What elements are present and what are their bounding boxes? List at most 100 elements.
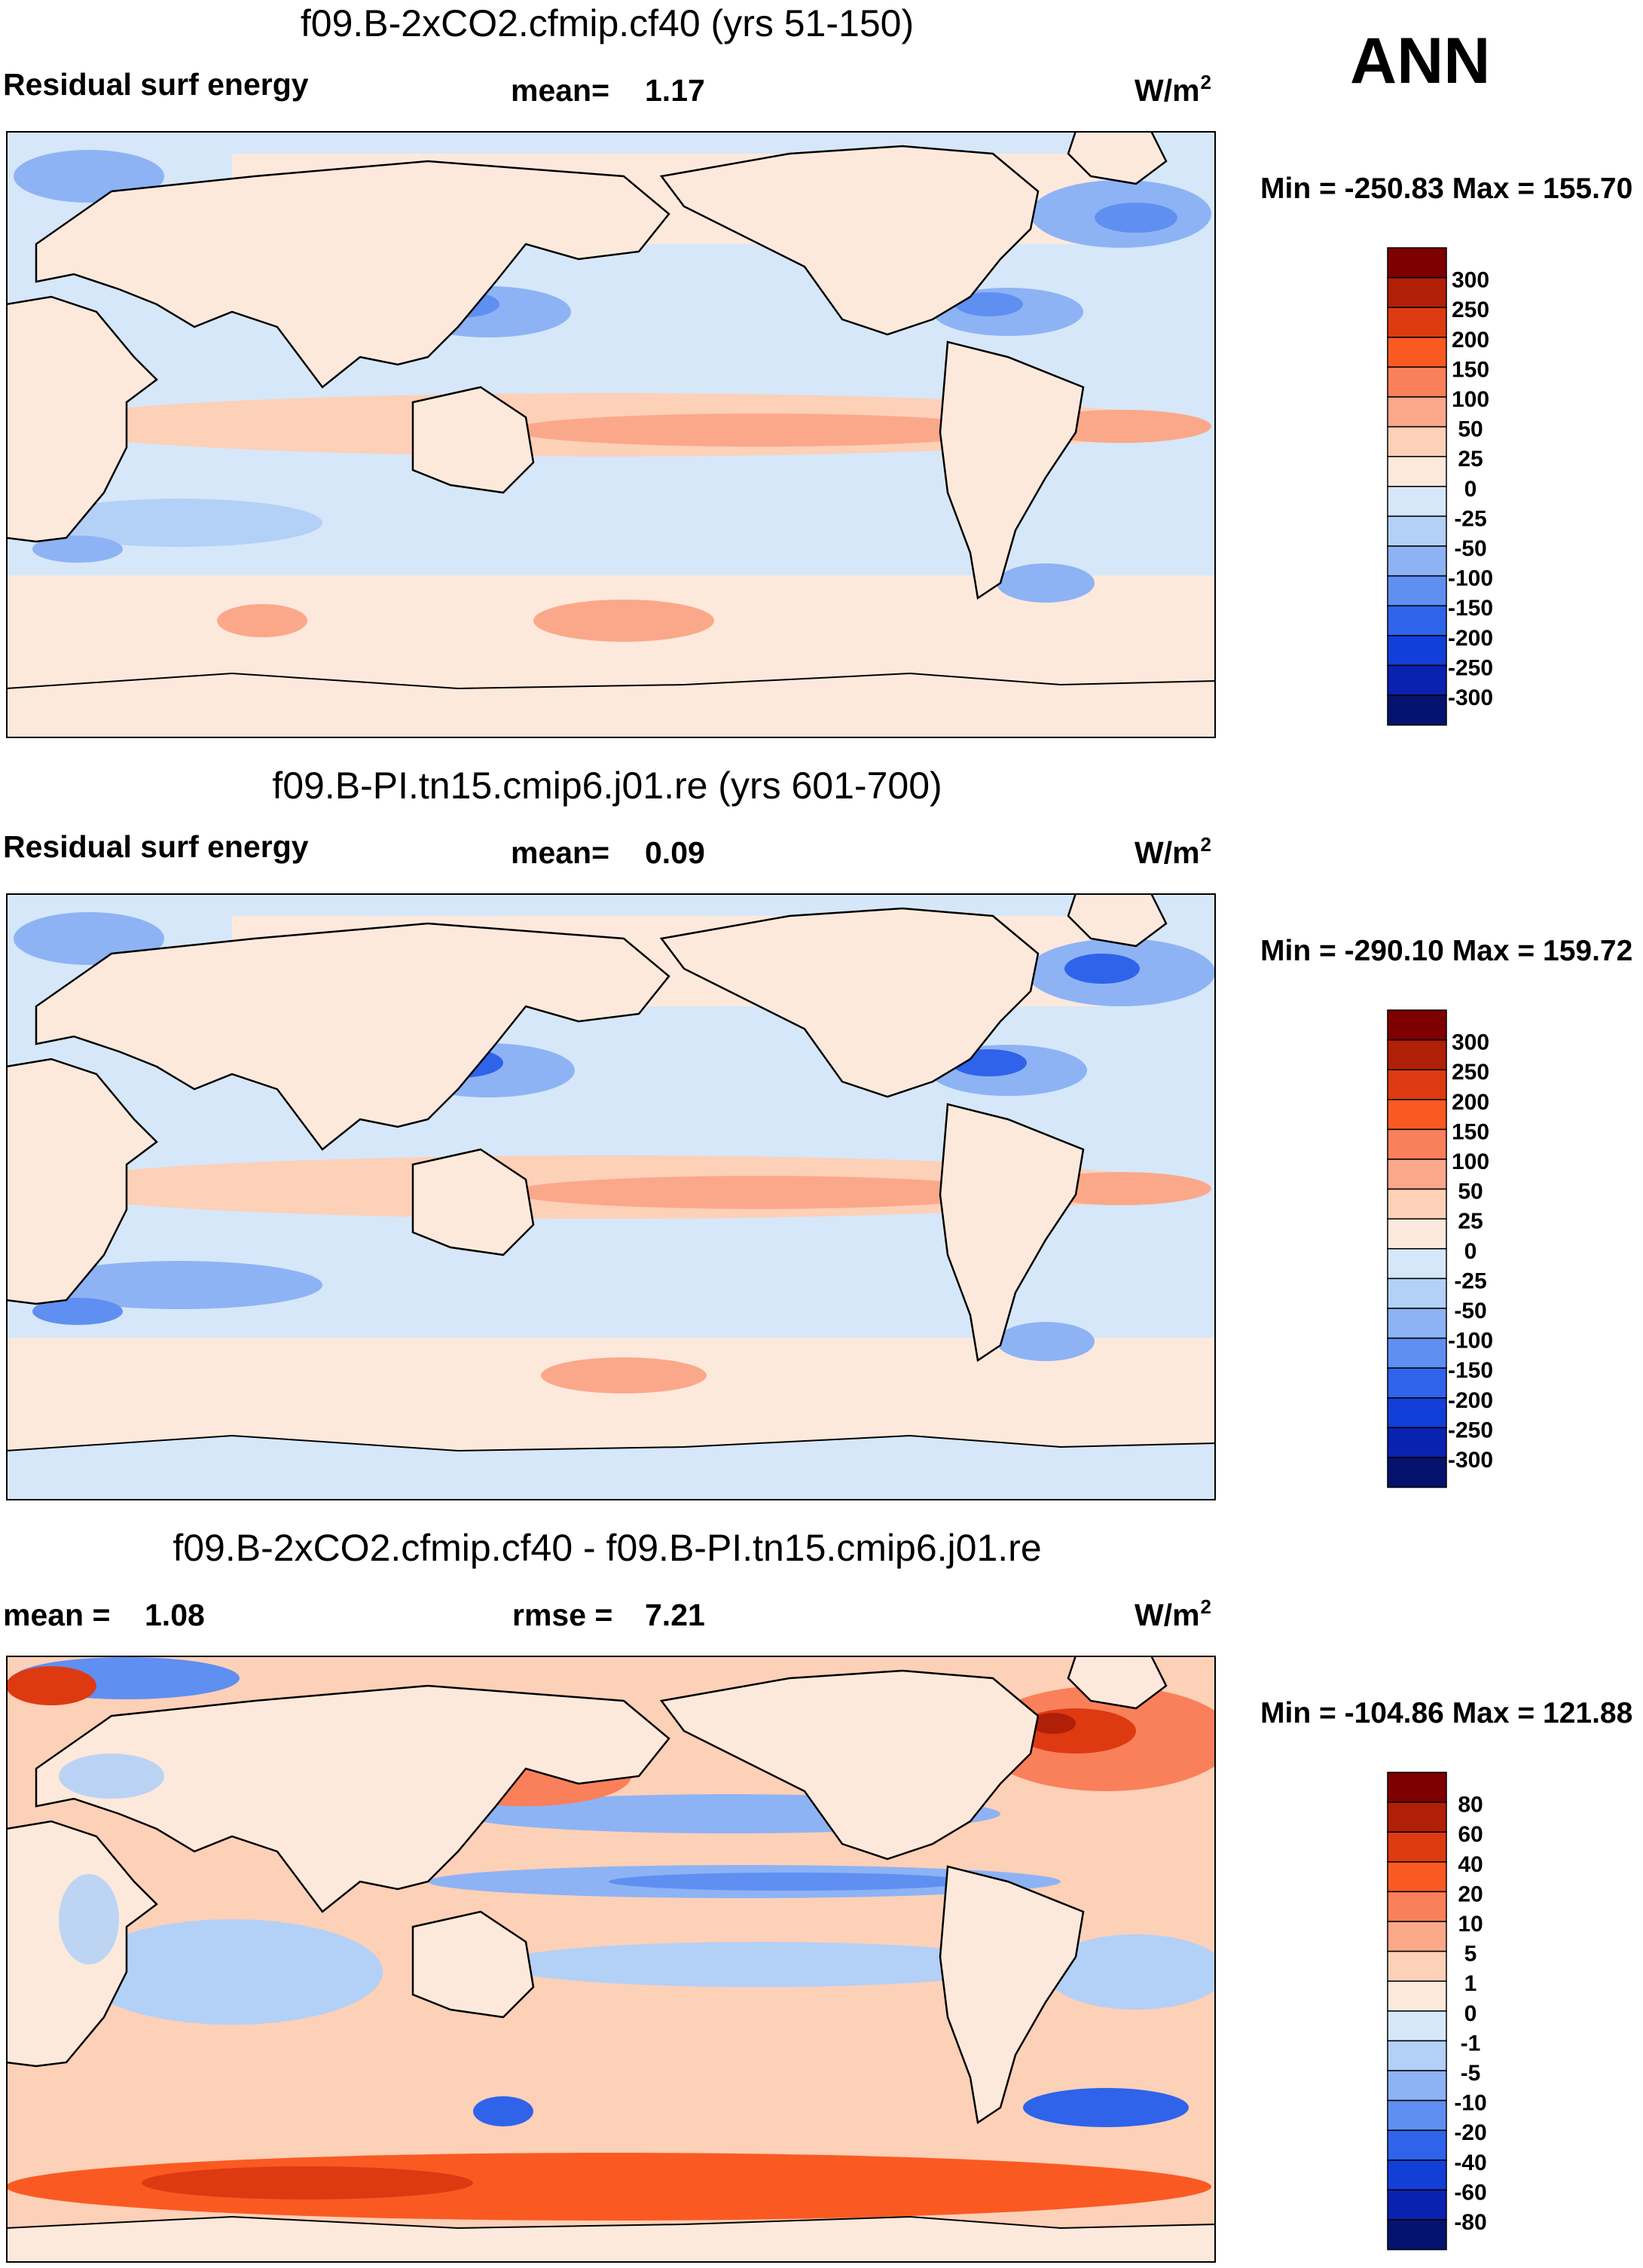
colorbar-tick-label: -5 — [1461, 2061, 1481, 2086]
colorbar-swatch — [1387, 337, 1447, 368]
panel3-europe-warm — [6, 1666, 96, 1705]
colorbar-swatch — [1387, 1921, 1447, 1952]
colorbar-tick-label: 50 — [1458, 1180, 1483, 1204]
colorbar-tick-label: -10 — [1454, 2091, 1486, 2116]
colorbar-swatch — [1387, 515, 1447, 547]
colorbar-swatch — [1387, 1188, 1447, 1219]
colorbar-tick-label: 20 — [1458, 1882, 1483, 1906]
colorbar-tick-label: 250 — [1452, 298, 1489, 322]
panel2-agulhas — [32, 1298, 123, 1325]
colorbar-tick-label: -250 — [1448, 655, 1493, 680]
colorbar-tick-label: 25 — [1458, 1209, 1483, 1234]
panel3-indian-cool — [81, 1919, 383, 2025]
colorbar-swatch — [1387, 1801, 1447, 1833]
colorbar-swatch — [1387, 1831, 1447, 1863]
panel3-africa-cool — [59, 1874, 119, 1964]
colorbar-swatch — [1387, 2099, 1447, 2131]
panel1-equatorial-core — [511, 414, 1008, 447]
panel3-map — [6, 1656, 1216, 2263]
colorbar-swatch — [1387, 635, 1447, 667]
colorbar-tick-label: 100 — [1452, 1149, 1489, 1174]
panel3-s-pacific-cool — [496, 1942, 1023, 1987]
colorbar-swatch — [1387, 2010, 1447, 2042]
panel1-south-indian — [36, 499, 322, 547]
colorbar-tick-label: -150 — [1448, 1358, 1493, 1383]
panel3-eq-pacific-core — [609, 1873, 970, 1891]
colorbar-swatch — [1387, 2129, 1447, 2161]
colorbar-swatch — [1387, 1337, 1447, 1369]
colorbar-swatch — [1387, 1308, 1447, 1339]
panel2-north-atlantic-core — [1064, 954, 1140, 984]
panel1-map — [6, 131, 1216, 738]
colorbar-tick-label: -25 — [1454, 506, 1486, 531]
colorbar-swatch — [1387, 1457, 1447, 1488]
colorbar-tick-label: 25 — [1458, 447, 1483, 472]
colorbar-tick-label: -200 — [1448, 1388, 1493, 1413]
panel1-gulfstream-core — [955, 292, 1023, 316]
panel2-units: W/m2 — [1135, 833, 1212, 870]
panel1-s-ocean-patch2 — [217, 604, 307, 637]
colorbar-swatch — [1387, 664, 1447, 696]
colorbar-tick-label: 0 — [1464, 2001, 1477, 2026]
panel2-mean-value: 0.09 — [645, 835, 705, 870]
colorbar-swatch — [1387, 575, 1447, 606]
colorbar-swatch — [1387, 2189, 1447, 2221]
colorbar-tick-label: -1 — [1461, 2031, 1481, 2056]
colorbar-tick-label: -50 — [1454, 536, 1486, 561]
colorbar-tick-label: 5 — [1464, 1942, 1477, 1967]
panel2-southern-ocean-warm — [6, 1338, 1216, 1451]
colorbar-tick-label: -150 — [1448, 596, 1493, 621]
season-label: ANN — [1350, 25, 1491, 97]
colorbar-tick-label: -20 — [1454, 2120, 1486, 2145]
colorbar-tick-label: -60 — [1454, 2180, 1486, 2205]
panel3-s-ocean-core — [142, 2166, 473, 2199]
panel2-mean-label: mean= — [511, 835, 610, 870]
colorbar-swatch — [1387, 1218, 1447, 1250]
panel1-land — [6, 131, 1216, 738]
colorbar-tick-label: 100 — [1452, 387, 1489, 412]
colorbar-swatch — [1387, 1128, 1447, 1160]
colorbar-tick-label: -100 — [1448, 566, 1493, 591]
colorbar-tick-label: -300 — [1448, 1448, 1493, 1473]
panel1-agulhas — [32, 536, 123, 563]
colorbar-swatch — [1387, 1397, 1447, 1429]
colorbar-swatch — [1387, 1158, 1447, 1190]
panel2-variable-label: Residual surf energy — [3, 829, 309, 864]
panel2-land — [6, 893, 1216, 1500]
panel1-title: f09.B-2xCO2.cfmip.cf40 (yrs 51-150) — [300, 2, 915, 44]
panel1-north-atlantic-core — [1095, 203, 1177, 233]
colorbar-tick-label: 1 — [1464, 1971, 1477, 1996]
colorbar-tick-label: -80 — [1454, 2210, 1486, 2235]
panel1-variable-label: Residual surf energy — [3, 67, 309, 102]
colorbar-swatch — [1387, 605, 1447, 636]
colorbar-tick-label: 0 — [1464, 477, 1477, 502]
panel1-mean-label: mean= — [511, 73, 610, 108]
panel3-land — [6, 1656, 1216, 2263]
panel2-s-ocean-patch — [541, 1357, 707, 1393]
colorbar-tick-label: 300 — [1452, 268, 1489, 293]
colorbar-swatch — [1387, 1248, 1447, 1280]
colorbar-swatch — [1387, 2070, 1447, 2102]
panel2-equatorial-core — [511, 1176, 1008, 1209]
colorbar-swatch — [1387, 1277, 1447, 1309]
panel3-mean-value: 1.08 — [145, 1598, 205, 1632]
colorbar-tick-label: -40 — [1454, 2150, 1486, 2175]
colorbar-swatch — [1387, 1772, 1447, 1803]
colorbar-swatch — [1387, 1069, 1447, 1100]
panel3-rmse-value: 7.21 — [645, 1598, 705, 1632]
colorbar-tick-label: -25 — [1454, 1268, 1486, 1293]
panel3-n-atlantic-peak — [1031, 1713, 1076, 1734]
colorbar-swatch — [1387, 366, 1447, 398]
panel3-minmax: Min = -104.86 Max = 121.88 — [1260, 1697, 1633, 1729]
panel3-title: f09.B-2xCO2.cfmip.cf40 - f09.B-PI.tn15.c… — [173, 1527, 1042, 1569]
colorbar-swatch — [1387, 2040, 1447, 2071]
panel1-units: W/m2 — [1135, 71, 1212, 108]
colorbar-tick-label: 80 — [1458, 1793, 1483, 1818]
colorbar-swatch — [1387, 1427, 1447, 1458]
panel3-units: W/m2 — [1135, 1595, 1212, 1632]
panel3-malvinas-cool — [1023, 2088, 1189, 2127]
colorbar-tick-label: -250 — [1448, 1418, 1493, 1442]
panel3-asia-cool — [59, 1754, 164, 1799]
panel3-s-atlantic-cool — [1046, 1934, 1216, 2010]
